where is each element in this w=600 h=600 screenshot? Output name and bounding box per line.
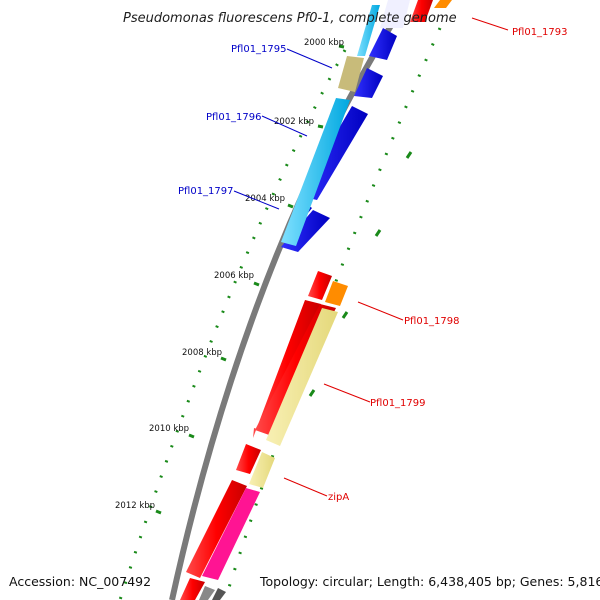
gene-gray-bottom	[199, 586, 215, 600]
scale-label-2004: 2004 kbp	[245, 194, 285, 204]
gene-cyan-1796[interactable]	[281, 98, 350, 246]
gene-orange-top[interactable]	[434, 0, 452, 8]
scale-label-2002: 2002 kbp	[274, 117, 314, 127]
gene-red-zipA[interactable]	[236, 444, 261, 474]
label-leader-lines	[233, 17, 509, 497]
scale-label-2008: 2008 kbp	[182, 348, 222, 358]
gene-olive-1795[interactable]	[338, 56, 364, 92]
gene-label-pfl01-1798[interactable]: Pfl01_1798	[404, 316, 460, 327]
gene-blue-1795-top[interactable]	[369, 28, 397, 60]
genome-summary-text: Topology: circular; Length: 6,438,405 bp…	[259, 574, 600, 589]
scale-major-ticks	[155, 44, 413, 515]
scale-label-2012: 2012 kbp	[115, 501, 155, 511]
scale-label-2010: 2010 kbp	[149, 424, 189, 434]
gene-magenta[interactable]	[202, 488, 260, 580]
gene-label-pfl01-1793[interactable]: Pfl01_1793	[512, 27, 568, 38]
accession-text: Accession: NC_007492	[9, 574, 151, 589]
gene-white-top[interactable]	[380, 0, 410, 28]
gene-red-1798-head[interactable]	[308, 271, 332, 300]
gene-khaki-zipA[interactable]	[249, 452, 275, 488]
gene-red-top[interactable]	[410, 0, 433, 22]
gene-khaki-1799[interactable]	[266, 308, 338, 446]
gene-label-pfl01-1799[interactable]: Pfl01_1799	[370, 398, 426, 409]
gene-darkgray-bottom	[212, 588, 226, 600]
gene-label-pfl01-1796[interactable]: Pfl01_1796	[206, 112, 262, 123]
gene-red-lower[interactable]	[186, 480, 247, 578]
gene-cyan-top[interactable]	[357, 5, 380, 56]
scale-label-2000: 2000 kbp	[304, 38, 344, 48]
gene-label-pfl01-1795[interactable]: Pfl01_1795	[231, 44, 287, 55]
gene-label-pfl01-1797[interactable]: Pfl01_1797	[178, 186, 234, 197]
gene-blue-1795[interactable]	[354, 68, 383, 98]
genome-title: Pseudomonas fluorescens Pf0-1, complete …	[123, 11, 457, 26]
gene-orange-1798[interactable]	[325, 281, 348, 306]
scale-label-2006: 2006 kbp	[214, 271, 254, 281]
scale-ring-inner	[118, 49, 347, 600]
gene-red-bottom[interactable]	[180, 578, 205, 600]
gene-label-zipa[interactable]: zipA	[328, 492, 349, 503]
genome-backbone	[169, 0, 410, 600]
